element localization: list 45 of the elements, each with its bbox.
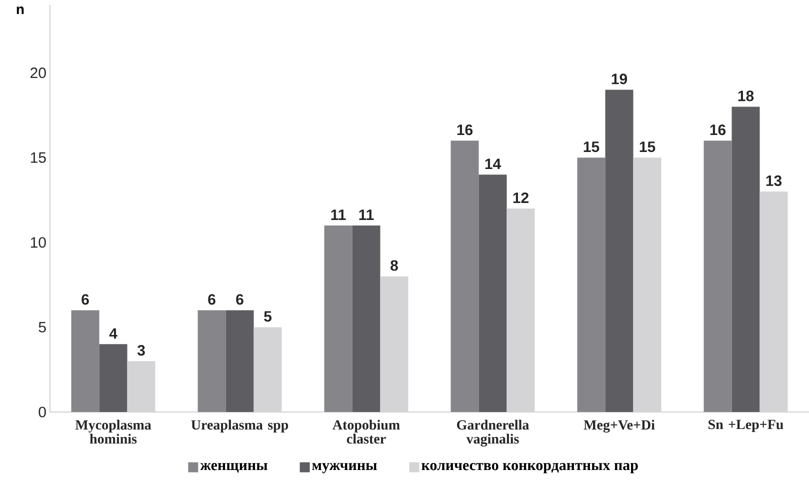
x-tick-label: Meg+Ve+Di: [584, 420, 655, 433]
bar: [352, 225, 380, 412]
data-label: 11: [359, 210, 374, 220]
y-tick-label: 10: [30, 237, 46, 248]
bar: [478, 174, 507, 412]
bar: [506, 208, 535, 412]
data-label: 16: [710, 124, 726, 136]
y-tick-label: 15: [30, 152, 46, 163]
y-axis-title: n: [16, 6, 24, 14]
data-label: 15: [584, 142, 600, 152]
data-label: 16: [457, 124, 473, 136]
data-label: 13: [766, 175, 782, 186]
data-label: 6: [82, 294, 89, 305]
x-tick-label: Mycoplasma hominis: [75, 420, 152, 444]
legend-label: количество конкордантных пар: [422, 462, 638, 474]
legend-label: мужчины: [312, 463, 377, 474]
bar: [226, 310, 254, 412]
data-label: 3: [137, 344, 145, 356]
x-tick-label: Ureaplasma spp: [191, 420, 288, 432]
x-tick-label: Atopobium claster: [332, 420, 400, 444]
data-label: 12: [513, 192, 528, 203]
bar: [732, 106, 760, 412]
bar: [633, 158, 662, 412]
data-label: 4: [109, 328, 118, 339]
data-label: 6: [236, 294, 244, 305]
bar: [760, 192, 788, 412]
data-label: 8: [390, 260, 398, 271]
bar: [254, 327, 282, 412]
bar: [380, 276, 408, 412]
y-tick-label: 20: [30, 68, 46, 78]
bar: [605, 90, 634, 412]
x-tick-label: Gardnerella vaginalis: [457, 420, 529, 447]
data-label: 6: [208, 294, 216, 305]
bar: [99, 344, 128, 412]
data-label: 18: [738, 90, 754, 102]
bar: [127, 361, 156, 412]
data-label: 19: [612, 74, 628, 84]
legend-label: женщины: [200, 463, 268, 473]
y-tick-label: 5: [38, 322, 46, 332]
data-label: 14: [485, 158, 502, 170]
data-label: 5: [264, 311, 272, 322]
data-label: 15: [640, 142, 656, 152]
y-tick-label: 0: [38, 406, 46, 418]
data-label: 11: [331, 210, 346, 220]
x-tick-label: Sn +Lep+Fu: [708, 420, 784, 432]
